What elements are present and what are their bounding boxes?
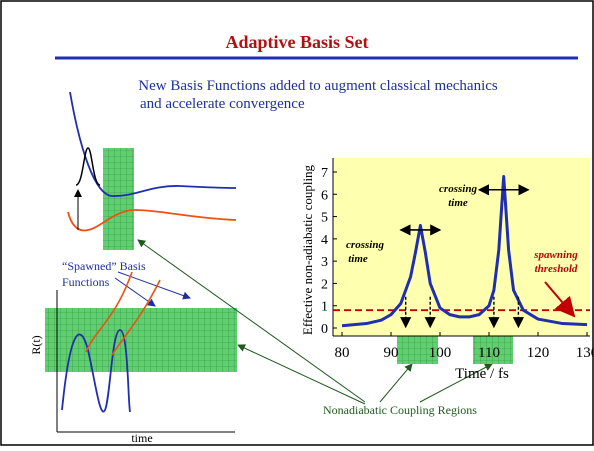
x-tick-label: 100 [429,345,452,361]
annotation: crossing [439,183,477,195]
y-tick-label: 5 [321,211,328,226]
annotation: threshold [535,263,578,275]
y-tick-label: 3 [321,255,328,270]
x-tick-label: 80 [335,345,350,361]
x-axis-label: Time / fs [455,366,509,382]
y-tick-label: 0 [321,322,328,337]
annotation: time [448,197,468,209]
title: Adaptive Basis Set [225,32,368,52]
x-tick-label: 90 [384,345,399,361]
axis-label: R(t) [29,335,43,354]
annotation: spawning [533,249,578,261]
x-tick-label: 130 [576,345,594,361]
subtitle-line: New Basis Functions added to augment cla… [138,78,498,94]
y-axis-label: Effective non-adiabatic coupling [300,164,315,335]
spawned-label: “Spawned” Basis [62,259,146,273]
annotation: time [348,253,368,265]
y-tick-label: 2 [321,277,328,292]
regions-label: Nonadiabatic Coupling Regions [323,403,477,417]
y-tick-label: 4 [321,233,328,248]
subtitle-line: and accelerate convergence [140,96,305,112]
slide: Adaptive Basis Set New Basis Functions a… [0,0,594,446]
annotation: crossing [346,239,384,251]
spawned-label: Functions [62,275,110,289]
x-tick-label: 110 [478,345,500,361]
y-tick-label: 7 [321,166,328,181]
y-tick-label: 1 [321,300,328,315]
y-tick-label: 6 [321,188,328,203]
axis-label: time [131,431,152,445]
x-tick-label: 120 [527,345,550,361]
